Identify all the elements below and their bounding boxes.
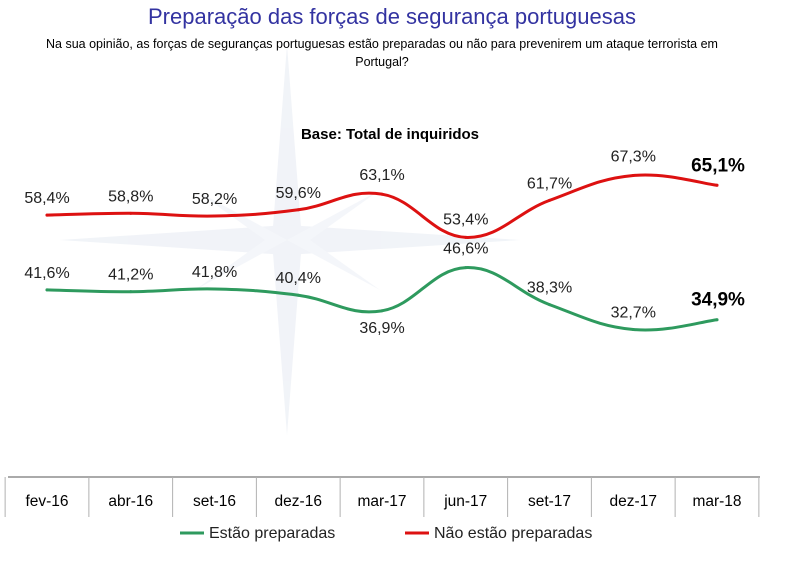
data-point xyxy=(45,288,49,292)
x-tick-label: abr-16 xyxy=(108,493,153,510)
data-point xyxy=(380,192,384,196)
x-tick-label: mar-18 xyxy=(692,493,741,510)
data-label: 58,2% xyxy=(192,191,237,208)
data-point xyxy=(129,211,133,215)
data-point xyxy=(715,183,719,187)
data-label: 59,6% xyxy=(276,185,321,202)
data-label: 46,6% xyxy=(443,241,488,258)
data-point xyxy=(213,287,216,291)
data-label: 36,9% xyxy=(359,320,404,337)
data-label: 32,7% xyxy=(611,304,656,321)
data-point xyxy=(631,174,635,178)
data-label: 58,4% xyxy=(24,190,69,207)
data-label: 65,1% xyxy=(691,155,745,176)
compass-star-watermark xyxy=(60,45,520,435)
data-label: 63,1% xyxy=(359,167,404,184)
data-label: 41,2% xyxy=(108,267,153,284)
series-line-nao-estao-preparadas xyxy=(45,173,719,239)
data-point xyxy=(296,208,300,212)
data-label: 58,8% xyxy=(108,188,153,205)
data-point xyxy=(548,303,551,307)
data-point xyxy=(380,309,384,313)
data-point xyxy=(631,327,635,331)
x-tick-label: jun-17 xyxy=(443,493,487,510)
legend-label: Estão preparadas xyxy=(209,525,335,542)
data-point xyxy=(213,214,216,218)
data-label: 38,3% xyxy=(527,280,572,297)
data-label: 40,4% xyxy=(276,270,321,287)
data-point xyxy=(45,213,49,217)
data-label: 53,4% xyxy=(443,211,488,228)
data-label: 67,3% xyxy=(611,149,656,166)
data-label: 34,9% xyxy=(691,290,745,311)
data-label: 61,7% xyxy=(527,175,572,192)
data-label: 41,6% xyxy=(24,265,69,282)
legend-label: Não estão preparadas xyxy=(434,525,592,542)
x-tick-label: dez-17 xyxy=(610,493,657,510)
x-tick-label: set-16 xyxy=(193,493,236,510)
data-point xyxy=(715,318,719,322)
data-point xyxy=(464,235,468,239)
x-tick-label: set-17 xyxy=(528,493,571,510)
data-point xyxy=(129,290,133,294)
base-label: Base: Total de inquiridos xyxy=(301,126,479,143)
data-label: 41,8% xyxy=(192,264,237,281)
x-tick-label: mar-17 xyxy=(357,493,406,510)
legend: Estão preparadas Não estão preparadas xyxy=(180,525,592,542)
chart-subtitle-line2: Portugal? xyxy=(355,55,409,69)
data-point xyxy=(296,293,300,297)
x-tick-label: dez-16 xyxy=(275,493,322,510)
x-axis: fev-16 abr-16 set-16 dez-16 mar-17 jun-17 set-… xyxy=(4,476,760,517)
data-point xyxy=(548,198,551,202)
data-point xyxy=(464,266,468,270)
chart-subtitle-line1: Na sua opinião, as forças de seguranças … xyxy=(46,37,718,51)
x-tick-label: fev-16 xyxy=(25,493,68,510)
plot-area: 41,6% 41,2% 41,8% 40,4% 36,9% 46,6% 38,3% 32,7%… xyxy=(24,149,745,337)
chart-title: Preparação das forças de segurança portu… xyxy=(148,4,636,29)
